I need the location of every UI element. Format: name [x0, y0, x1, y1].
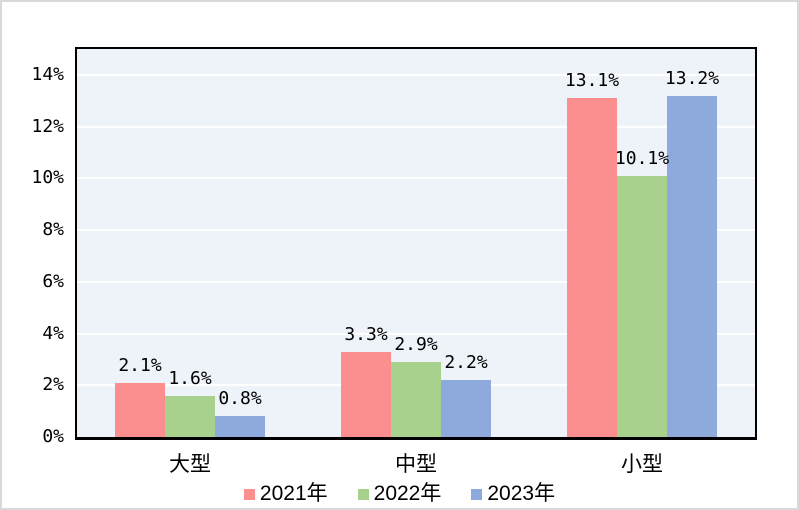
y-tick-label-2: 2% — [42, 374, 64, 396]
bar-2023年-中型 — [441, 380, 491, 437]
data-label-2021年-大型: 2.1% — [118, 354, 162, 376]
gridline-8 — [77, 229, 755, 232]
legend-item-2021年: 2021年 — [243, 482, 328, 506]
gridline-4 — [77, 332, 755, 335]
bar-2021年-大型 — [115, 382, 165, 437]
data-label-2022年-小型: 10.1% — [614, 147, 670, 169]
y-tick-label-6: 6% — [42, 270, 64, 292]
legend-marker-icon — [357, 488, 369, 500]
gridline-12 — [77, 125, 755, 128]
y-tick-label-8: 8% — [42, 219, 64, 241]
data-label-2021年-小型: 13.1% — [564, 70, 620, 92]
legend-marker-icon — [243, 488, 255, 500]
y-tick-label-0: 0% — [42, 426, 64, 447]
gridline-6 — [77, 280, 755, 283]
data-label-2021年-中型: 3.3% — [344, 323, 388, 345]
bar-2021年-中型 — [341, 351, 391, 437]
legend-label: 2021年 — [259, 482, 328, 505]
bar-2023年-小型 — [667, 95, 717, 437]
bar-2022年-中型 — [391, 361, 441, 437]
x-category-label-中型: 中型 — [395, 453, 437, 476]
data-label-2022年-大型: 1.6% — [168, 367, 212, 389]
x-category-label-小型: 小型 — [621, 453, 663, 476]
gridline-10 — [77, 177, 755, 180]
y-tick-label-4: 4% — [42, 322, 64, 344]
bar-2021年-小型 — [567, 98, 617, 437]
data-label-2023年-大型: 0.8% — [218, 388, 262, 410]
y-tick-label-12: 12% — [31, 115, 64, 137]
legend-item-2023年: 2023年 — [471, 482, 555, 506]
legend-label: 2023年 — [487, 482, 556, 505]
data-label-2023年-中型: 2.2% — [444, 352, 488, 374]
legend-marker-icon — [471, 488, 483, 500]
legend-item-2022年: 2022年 — [357, 482, 442, 506]
bar-2023年-大型 — [215, 416, 265, 437]
data-label-2023年-小型: 13.2% — [664, 67, 720, 89]
bar-2022年-大型 — [165, 395, 215, 437]
x-category-label-大型: 大型 — [169, 453, 211, 476]
y-tick-label-14: 14% — [31, 63, 64, 85]
data-label-2022年-中型: 2.9% — [394, 333, 438, 355]
legend-label: 2022年 — [373, 482, 442, 505]
gridline-14 — [77, 73, 755, 76]
legend: 2021年 2022年 2023年 — [2, 482, 797, 506]
bar-2022年-小型 — [617, 175, 667, 437]
y-tick-label-10: 10% — [31, 167, 64, 189]
